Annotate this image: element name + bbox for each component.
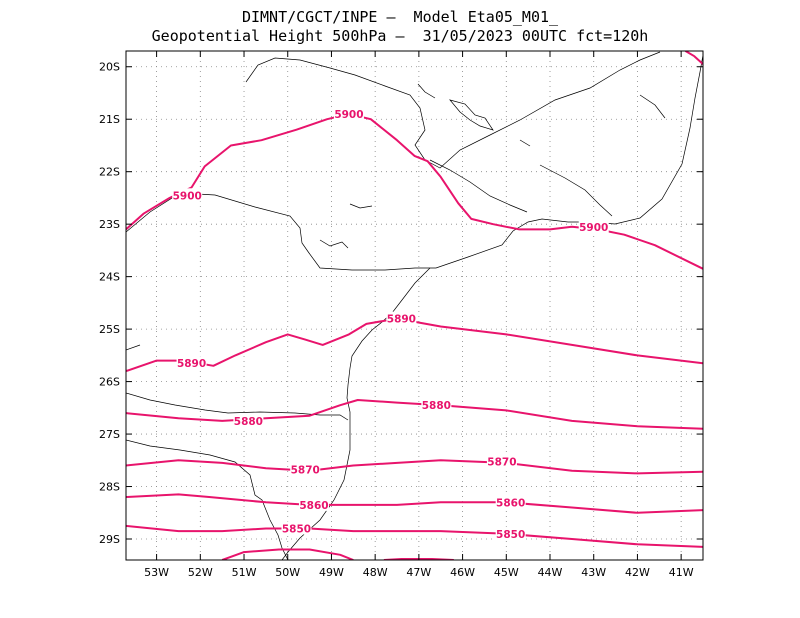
contour-line-5860 [126,493,703,514]
map-title-line-1: DIMNT/CGCT/INPE – Model Eta05_M01_ [241,8,559,26]
contour-label: 5900 [579,222,608,234]
state-border [126,344,141,351]
contour-label-background [233,413,264,427]
contour-label-background [298,497,329,511]
x-tick-label: 48W [363,566,388,579]
x-tick-label: 50W [275,566,300,579]
y-tick-label: 25S [99,323,120,336]
contour-labels: 5900 5900 5900 5890 5890 5880 5880 5870 5870 5860… [172,106,609,541]
contour-line-5850 [126,524,703,548]
lake-outline [417,83,436,99]
state-border [126,392,349,421]
contour-line-5900 [684,51,703,65]
coastline-and-borders [126,51,703,560]
x-tick-label: 45W [494,566,519,579]
coastline [126,54,703,271]
contour-label-background [495,526,526,540]
contour-label: 5880 [422,400,451,412]
contour-label-background [290,462,321,476]
contour-label: 5880 [234,416,263,428]
x-tick-label: 51W [232,566,257,579]
y-tick-label: 21S [99,113,120,126]
contour-label-background [495,495,526,509]
state-border [539,164,613,217]
lat-lon-grid [126,51,703,560]
contour-label: 5860 [496,497,525,509]
axis-ticks: 53W 52W 51W 50W 49W 48W 47W 46W 45W 44W 43W 42W 41W 2… [99,51,703,579]
contour-line-5840 [221,548,354,560]
contour-label-background [281,521,312,535]
map-title-line-2: Geopotential Height 500hPa – 31/05/2023 … [151,27,649,45]
contour-label-background [421,398,452,412]
contour-line-5890 [126,317,703,373]
lake-outline [519,139,531,147]
contour-label: 5850 [282,524,311,536]
contour-label-background [333,106,364,120]
x-tick-label: 53W [144,566,169,579]
lake-outline [449,99,494,131]
x-tick-label: 44W [538,566,563,579]
x-tick-label: 41W [669,566,694,579]
y-tick-label: 29S [99,533,120,546]
height-contours [126,51,703,560]
contour-label: 5850 [496,529,525,541]
contour-label-background [176,356,207,370]
y-tick-label: 27S [99,428,120,441]
contour-label: 5870 [487,456,516,468]
lake-outline [319,239,349,249]
contour-label: 5900 [173,190,202,202]
x-tick-label: 47W [406,566,431,579]
map-frame [125,50,704,561]
contour-label-background [386,311,417,325]
y-tick-label: 20S [99,61,120,74]
contour-line-5880 [126,399,703,430]
x-tick-label: 49W [319,566,344,579]
lake-outline [349,203,373,209]
x-tick-label: 46W [450,566,475,579]
contour-label: 5890 [177,358,206,370]
contour-label: 5890 [387,314,416,326]
x-tick-label: 52W [188,566,213,579]
contour-label-background [578,219,609,233]
y-tick-label: 28S [99,481,120,494]
y-tick-label: 22S [99,166,120,179]
y-tick-label: 23S [99,218,120,231]
national-border [126,439,289,560]
contour-line-5900 [126,113,703,270]
contour-label-background [486,454,517,468]
y-tick-label: 24S [99,271,120,284]
contour-label-background [172,188,203,202]
contour-label: 5900 [334,109,363,121]
contour-label: 5860 [299,500,328,512]
y-tick-label: 26S [99,376,120,389]
x-tick-label: 43W [581,566,606,579]
state-border [245,51,661,169]
x-tick-label: 42W [625,566,650,579]
state-border [429,159,528,213]
contour-label: 5870 [291,465,320,477]
contour-line-5870 [126,459,703,475]
state-border [639,94,666,119]
